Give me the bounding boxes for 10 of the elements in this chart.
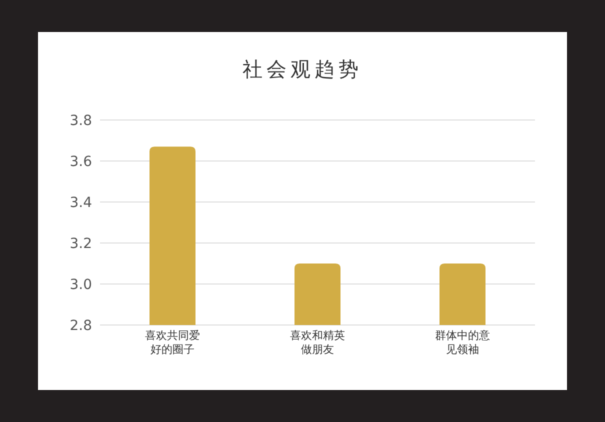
y-tick-label: 3.6 [70, 154, 92, 170]
x-tick-label: 喜欢共同爱好的圈子 [144, 329, 201, 357]
y-tick-label: 2.8 [70, 318, 92, 334]
y-tick-label: 3.4 [70, 195, 92, 211]
chart-title: 社会观趋势 [242, 56, 364, 83]
y-tick-label: 3.8 [70, 113, 92, 129]
y-tick-label: 3.2 [70, 236, 92, 252]
y-tick-label: 3.0 [70, 277, 92, 293]
x-tick-label: 群体中的意见领袖 [434, 329, 491, 357]
x-tick-label: 喜欢和精英做朋友 [289, 329, 346, 357]
